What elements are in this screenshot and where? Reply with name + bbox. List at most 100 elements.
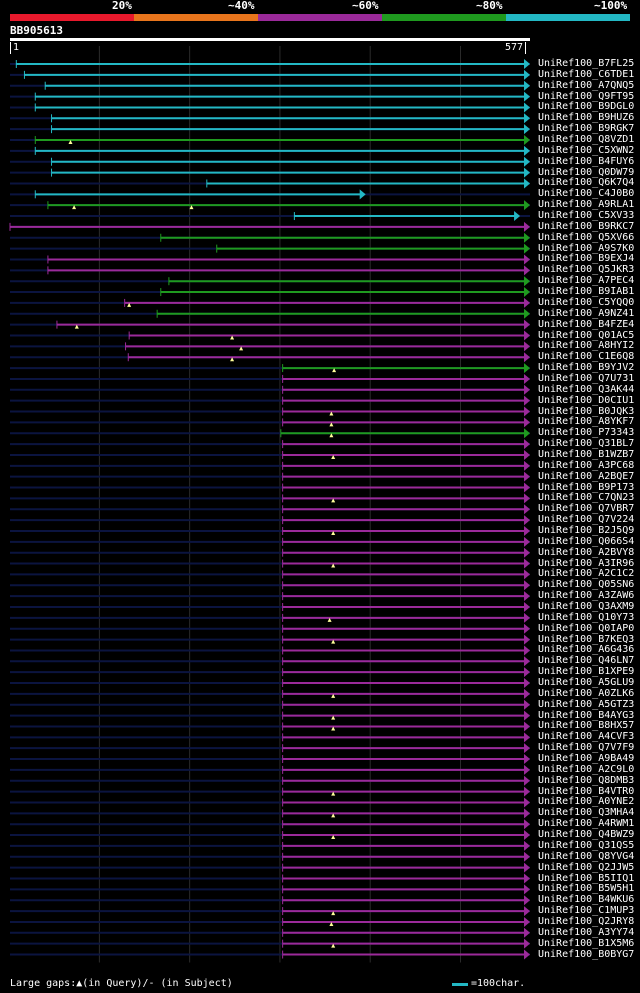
hit-row[interactable] (10, 449, 530, 460)
hit-label[interactable]: UniRef100_B4FUY6 (538, 155, 635, 167)
hit-label[interactable]: UniRef100_A5GLU9 (538, 677, 635, 689)
hit-label[interactable]: UniRef100_Q46LN7 (538, 655, 635, 667)
hit-row[interactable] (10, 287, 530, 298)
hit-label[interactable]: UniRef100_Q066S4 (538, 535, 635, 547)
hit-row[interactable] (10, 612, 530, 623)
hit-row[interactable] (10, 319, 530, 330)
hit-label[interactable]: UniRef100_A8YKF7 (538, 416, 635, 428)
hit-label[interactable]: UniRef100_Q2JJW5 (538, 861, 635, 873)
hit-row[interactable] (10, 667, 530, 678)
hit-row[interactable] (10, 732, 530, 743)
hit-row[interactable] (10, 591, 530, 602)
hit-row[interactable] (10, 189, 530, 200)
hit-row[interactable] (10, 439, 530, 450)
hit-row[interactable] (10, 482, 530, 493)
hit-label[interactable]: UniRef100_B1X5M6 (538, 937, 635, 949)
hit-label[interactable]: UniRef100_A4RWM1 (538, 818, 635, 830)
hit-row[interactable] (10, 493, 530, 504)
hit-label[interactable]: UniRef100_C5XWN2 (538, 144, 635, 156)
hit-row[interactable] (10, 80, 530, 91)
hit-label[interactable]: UniRef100_B4WKU6 (538, 894, 635, 906)
hit-row[interactable] (10, 384, 530, 395)
hit-label[interactable]: UniRef100_A9NZ41 (538, 307, 635, 319)
hit-label[interactable]: UniRef100_Q7VBR7 (538, 503, 635, 515)
hit-row[interactable] (10, 916, 530, 927)
hit-label[interactable]: UniRef100_Q3AXM9 (538, 601, 635, 612)
hit-label[interactable]: UniRef100_Q4BWZ9 (538, 829, 635, 841)
hit-label[interactable]: UniRef100_A7QNQ5 (538, 79, 635, 91)
hit-label[interactable]: UniRef100_B7FL25 (538, 58, 635, 69)
hit-row[interactable] (10, 840, 530, 851)
hit-label[interactable]: UniRef100_Q0DW79 (538, 166, 635, 178)
hit-row[interactable] (10, 906, 530, 917)
hit-label[interactable]: UniRef100_A8HYI2 (538, 340, 635, 352)
hit-label[interactable]: UniRef100_B9YJV2 (538, 362, 635, 374)
hit-row[interactable] (10, 330, 530, 341)
hit-label[interactable]: UniRef100_B0JQK3 (538, 405, 635, 417)
hit-row[interactable] (10, 949, 530, 960)
hit-row[interactable] (10, 851, 530, 862)
hit-label[interactable]: UniRef100_C6TDE1 (538, 68, 635, 80)
hit-label[interactable]: UniRef100_Q7V224 (538, 514, 635, 526)
hit-label[interactable]: UniRef100_A2C1C2 (538, 568, 635, 580)
hit-row[interactable] (10, 656, 530, 667)
hit-label[interactable]: UniRef100_Q01AC5 (538, 329, 635, 341)
hit-row[interactable] (10, 830, 530, 841)
hit-label[interactable]: UniRef100_B0BYG7 (538, 948, 635, 960)
hit-label[interactable]: UniRef100_C5XV33 (538, 210, 635, 222)
hit-label[interactable]: UniRef100_Q31QS5 (538, 839, 635, 851)
hit-row[interactable] (10, 178, 530, 189)
hit-row[interactable] (10, 265, 530, 276)
hit-label[interactable]: UniRef100_Q8YVG4 (538, 850, 635, 862)
hit-row[interactable] (10, 395, 530, 406)
hit-label[interactable]: UniRef100_B9RGK7 (538, 123, 635, 135)
hit-label[interactable]: UniRef100_A9S7K0 (538, 242, 635, 254)
hit-row[interactable] (10, 135, 530, 146)
hit-label[interactable]: UniRef100_A0ZLK6 (538, 687, 635, 699)
hit-row[interactable] (10, 113, 530, 124)
hit-row[interactable] (10, 515, 530, 526)
hit-row[interactable] (10, 602, 530, 612)
hit-row[interactable] (10, 156, 530, 167)
hit-row[interactable] (10, 525, 530, 536)
hit-label[interactable]: UniRef100_Q3MHA4 (538, 807, 635, 819)
hit-row[interactable] (10, 145, 530, 156)
hit-label[interactable]: UniRef100_A3ZAW6 (538, 590, 635, 602)
hit-label[interactable]: UniRef100_B5W5H1 (538, 883, 635, 895)
hit-label[interactable]: UniRef100_B8HX57 (538, 720, 635, 732)
hit-row[interactable] (10, 363, 530, 374)
hit-label[interactable]: UniRef100_Q31BL7 (538, 438, 635, 450)
hit-label[interactable]: UniRef100_Q3AK44 (538, 383, 635, 395)
hit-row[interactable] (10, 678, 530, 689)
hit-row[interactable] (10, 124, 530, 135)
hit-row[interactable] (10, 460, 530, 471)
hit-label[interactable]: UniRef100_B2J5Q9 (538, 524, 635, 536)
hit-label[interactable]: UniRef100_A2BQE7 (538, 470, 635, 482)
hit-label[interactable]: UniRef100_B5IIQ1 (538, 872, 635, 884)
hit-label[interactable]: UniRef100_A9BA49 (538, 753, 635, 765)
hit-label[interactable]: UniRef100_B9EXJ4 (538, 253, 635, 265)
hit-label[interactable]: UniRef100_D0CIU1 (538, 394, 635, 406)
hit-label[interactable]: UniRef100_Q8DMB3 (538, 774, 635, 786)
hit-label[interactable]: UniRef100_A3YY74 (538, 926, 635, 938)
hit-label[interactable]: UniRef100_B7KEQ3 (538, 633, 635, 645)
hit-row[interactable] (10, 895, 530, 906)
hit-row[interactable] (10, 504, 530, 515)
hit-row[interactable] (10, 743, 530, 754)
hit-label[interactable]: UniRef100_A7PEC4 (538, 275, 635, 287)
hit-row[interactable] (10, 341, 530, 352)
hit-row[interactable] (10, 721, 530, 732)
hit-label[interactable]: UniRef100_B4FZE4 (538, 318, 635, 330)
hit-row[interactable] (10, 754, 530, 765)
hit-row[interactable] (10, 775, 530, 786)
hit-row[interactable] (10, 645, 530, 656)
hit-label[interactable]: UniRef100_Q05SN6 (538, 579, 635, 591)
hit-row[interactable] (10, 91, 530, 102)
hit-row[interactable] (10, 471, 530, 482)
hit-label[interactable]: UniRef100_C1MUP3 (538, 905, 635, 917)
hit-row[interactable] (10, 69, 530, 80)
hit-row[interactable] (10, 938, 530, 949)
hit-row[interactable] (10, 569, 530, 580)
hit-row[interactable] (10, 808, 530, 819)
hit-label[interactable]: UniRef100_B1WZB7 (538, 448, 635, 460)
